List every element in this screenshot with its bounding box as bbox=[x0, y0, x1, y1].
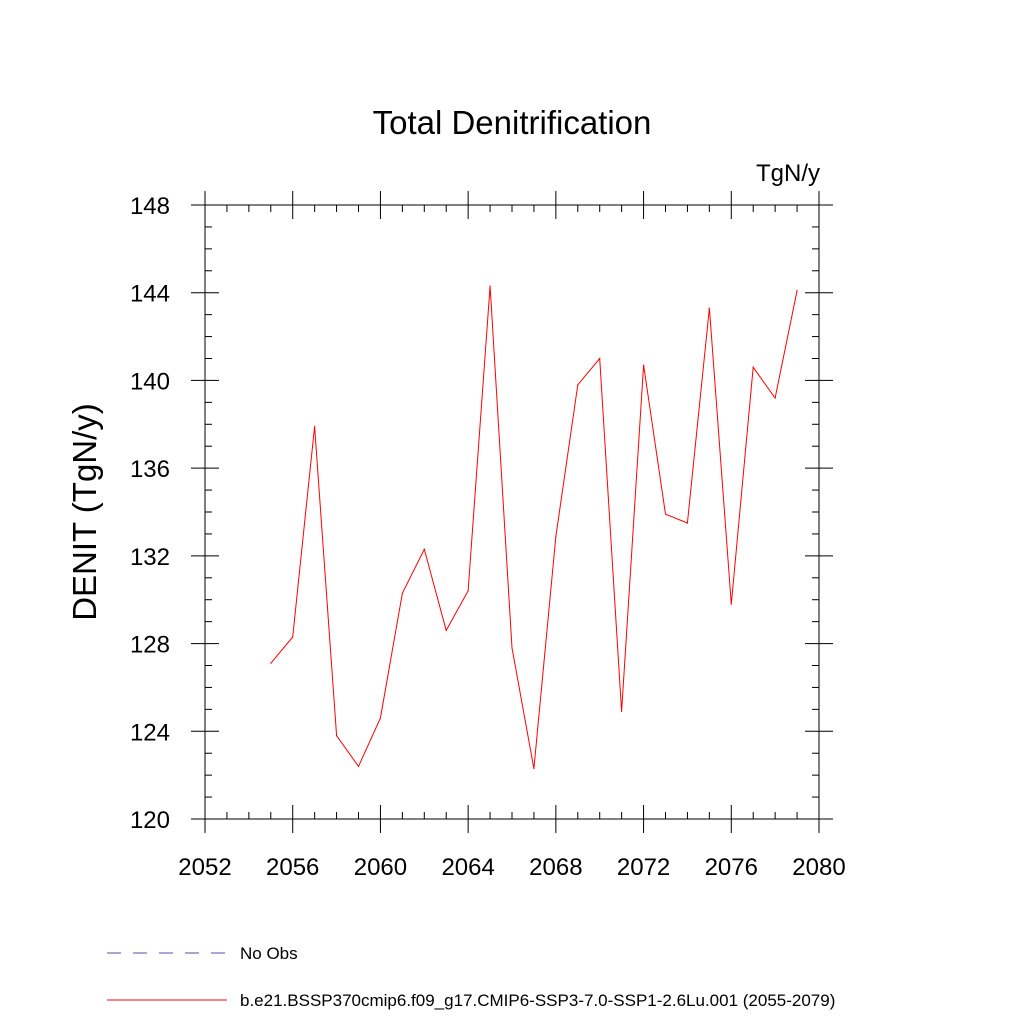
data-point bbox=[686, 522, 689, 524]
y-tick-label: 140 bbox=[130, 368, 170, 395]
plot-frame bbox=[204, 204, 820, 820]
tick-labels: 2052 2056 2060 2064 2068 2072 2076 2080 120 124 12… bbox=[130, 193, 846, 881]
x-tick-label: 2076 bbox=[705, 854, 758, 881]
data-point bbox=[401, 592, 403, 594]
y-tick-label: 144 bbox=[130, 281, 170, 308]
x-tick-label: 2080 bbox=[792, 854, 845, 881]
data-point bbox=[708, 307, 710, 309]
data-point bbox=[467, 590, 469, 592]
units-label: TgN/y bbox=[756, 160, 820, 187]
data-point bbox=[489, 285, 491, 287]
x-tick-label: 2068 bbox=[529, 854, 582, 881]
y-tick-label: 120 bbox=[130, 807, 170, 834]
y-tick-label: 136 bbox=[130, 456, 170, 483]
data-point bbox=[621, 710, 623, 713]
data-point bbox=[774, 397, 776, 399]
data-point bbox=[423, 548, 425, 550]
legend-label-model: b.e21.BSSP370cmip6.f09_g17.CMIP6-SSP3-7.… bbox=[240, 991, 835, 1010]
chart-title: Total Denitrification bbox=[373, 104, 652, 141]
y-tick-label: 128 bbox=[130, 632, 170, 659]
legend-label-no-obs: No Obs bbox=[240, 944, 298, 963]
data-point bbox=[642, 364, 645, 366]
series-group bbox=[270, 285, 798, 770]
data-point bbox=[577, 384, 579, 386]
x-tick-label: 2052 bbox=[178, 854, 231, 881]
y-tick-label: 124 bbox=[130, 719, 170, 746]
data-point bbox=[533, 767, 535, 770]
data-point bbox=[270, 662, 272, 664]
data-point bbox=[357, 765, 360, 767]
data-point bbox=[445, 629, 447, 632]
data-point bbox=[292, 636, 294, 638]
data-point bbox=[314, 425, 316, 428]
data-point bbox=[796, 289, 798, 292]
x-tick-label: 2064 bbox=[441, 854, 494, 881]
x-tick-label: 2056 bbox=[266, 854, 319, 881]
data-point bbox=[752, 366, 754, 368]
data-point bbox=[599, 357, 601, 360]
series-line bbox=[270, 286, 798, 769]
axis-ticks bbox=[191, 191, 833, 833]
x-tick-label: 2072 bbox=[617, 854, 670, 881]
data-point bbox=[730, 603, 732, 605]
y-axis-label: DENIT (TgN/y) bbox=[66, 403, 103, 621]
y-tick-label: 148 bbox=[130, 193, 170, 220]
data-point bbox=[511, 647, 513, 649]
x-tick-label: 2060 bbox=[354, 854, 407, 881]
data-point bbox=[664, 513, 667, 515]
y-tick-label: 132 bbox=[130, 544, 170, 571]
data-point bbox=[555, 535, 557, 537]
data-point bbox=[335, 735, 338, 737]
data-point bbox=[379, 717, 382, 719]
